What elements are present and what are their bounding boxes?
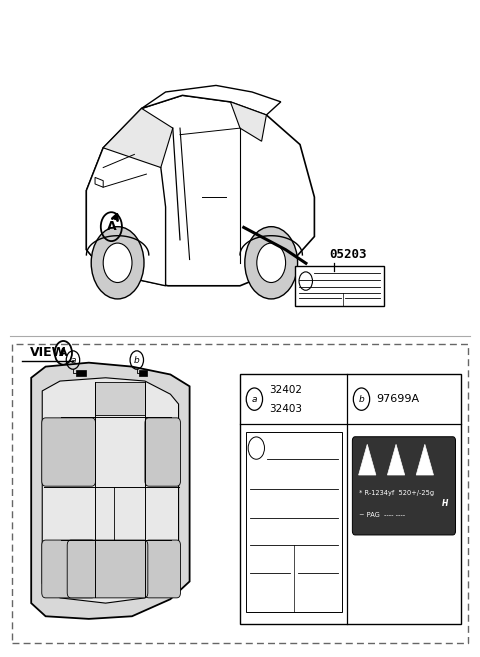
FancyBboxPatch shape [67, 540, 148, 598]
Text: * R-1234yf  520+/-25g: * R-1234yf 520+/-25g [359, 490, 434, 496]
Polygon shape [416, 444, 433, 475]
Text: a: a [252, 395, 257, 403]
Text: VIEW: VIEW [30, 346, 66, 359]
FancyBboxPatch shape [240, 374, 461, 624]
Polygon shape [86, 141, 166, 286]
Polygon shape [230, 102, 266, 141]
Polygon shape [86, 95, 314, 286]
FancyBboxPatch shape [295, 266, 384, 306]
Polygon shape [31, 363, 190, 619]
FancyBboxPatch shape [76, 370, 86, 376]
FancyBboxPatch shape [246, 432, 342, 612]
FancyBboxPatch shape [145, 540, 180, 598]
Polygon shape [387, 444, 405, 475]
FancyBboxPatch shape [139, 370, 147, 376]
Text: 05203: 05203 [329, 248, 366, 261]
Text: a: a [70, 355, 76, 365]
Circle shape [103, 243, 132, 283]
Text: A: A [107, 220, 116, 233]
Text: 32403: 32403 [269, 404, 302, 414]
Text: 32402: 32402 [269, 385, 302, 396]
Text: b: b [359, 395, 364, 403]
FancyBboxPatch shape [42, 418, 96, 486]
Text: H: H [442, 499, 449, 509]
Circle shape [257, 243, 286, 283]
Polygon shape [95, 177, 103, 187]
Text: 97699A: 97699A [376, 394, 419, 404]
Text: ~ PAG  ---- ----: ~ PAG ---- ---- [359, 512, 405, 518]
Polygon shape [359, 444, 376, 475]
Text: b: b [134, 355, 140, 365]
Circle shape [245, 227, 298, 299]
Circle shape [91, 227, 144, 299]
Polygon shape [42, 378, 179, 603]
FancyBboxPatch shape [352, 437, 456, 535]
FancyBboxPatch shape [145, 418, 180, 486]
Polygon shape [103, 108, 173, 168]
Polygon shape [95, 382, 145, 415]
Polygon shape [142, 85, 281, 115]
FancyBboxPatch shape [42, 540, 96, 598]
Text: A: A [59, 348, 68, 358]
